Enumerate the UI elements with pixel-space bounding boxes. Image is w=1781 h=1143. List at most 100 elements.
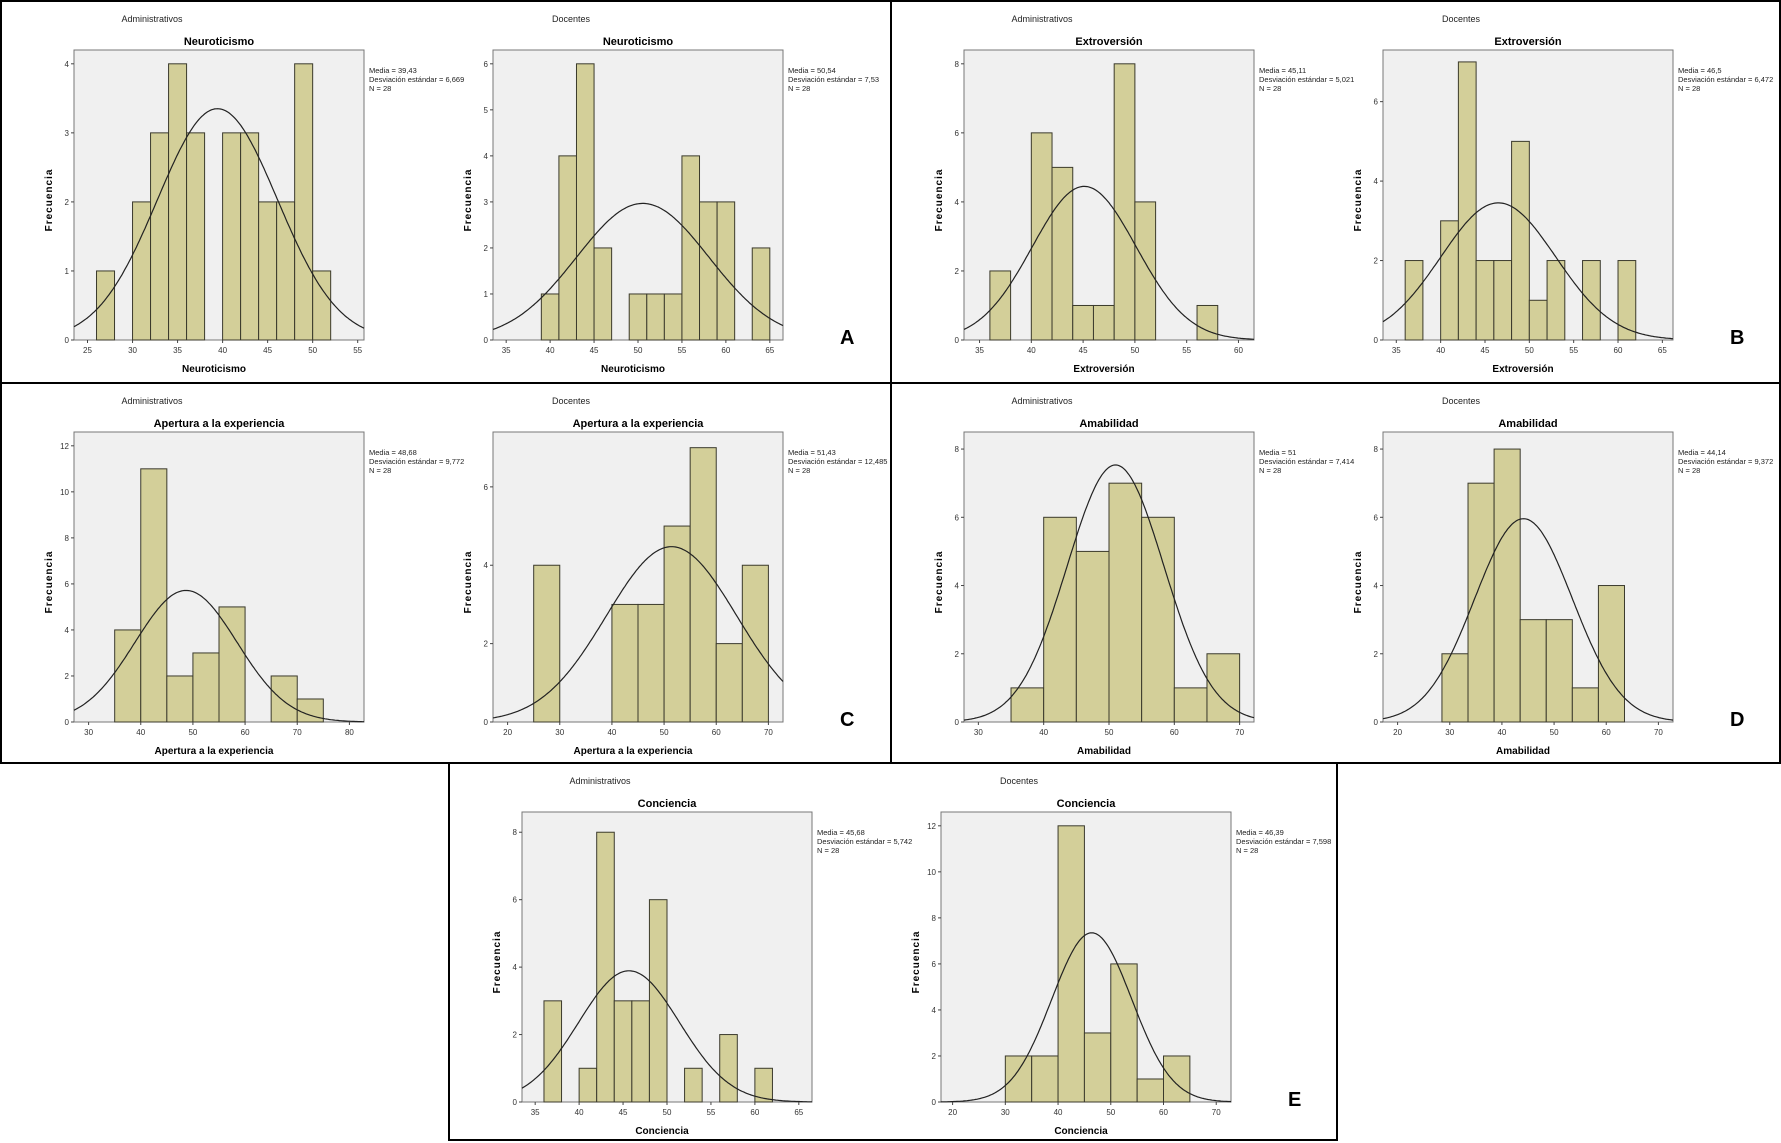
histogram-bar: [1051, 166, 1074, 341]
y-tick-label: 0: [65, 336, 70, 345]
x-tick-label: 50: [1105, 728, 1114, 737]
y-tick-label: 2: [955, 650, 960, 659]
histogram-bar: [596, 831, 615, 1103]
x-axis-label: Extroversión: [1492, 364, 1553, 375]
x-tick-label: 35: [1392, 346, 1401, 355]
panel-e: E Administrativos Conciencia 35 40 45 50 55 60 65…: [448, 762, 1338, 1141]
x-tick-label: 40: [1054, 1108, 1063, 1117]
x-tick-label: 45: [1481, 346, 1490, 355]
group-label: Administrativos: [121, 14, 183, 24]
histogram-bar: [1004, 1055, 1033, 1103]
histogram-bar: [1196, 304, 1219, 341]
chart-title: Neuroticismo: [184, 36, 255, 48]
x-axis-label: Conciencia: [635, 1126, 689, 1137]
stats-line: Media = 44,14: [1678, 448, 1726, 457]
histogram-bar: [1136, 1078, 1165, 1103]
stats-line: N = 28: [817, 846, 839, 855]
y-axis-label: Frecuencia: [44, 551, 55, 614]
x-tick-label: 70: [293, 728, 302, 737]
histogram-bar: [1206, 653, 1241, 723]
histogram-bar: [1057, 825, 1085, 1103]
group-label: Docentes: [552, 14, 591, 24]
histogram-bar: [1043, 516, 1077, 723]
histogram-bar: [719, 1034, 738, 1103]
y-tick-label: 8: [955, 445, 960, 454]
x-tick-label: 50: [1106, 1108, 1115, 1117]
y-axis-label: Frecuencia: [1353, 551, 1364, 614]
chart-title: Amabilidad: [1079, 418, 1138, 430]
y-tick-label: 4: [484, 152, 489, 161]
x-tick-label: 45: [590, 346, 599, 355]
y-tick-label: 2: [484, 244, 489, 253]
histogram-chart: Docentes Amabilidad 20 30 40 50 60 70 0 2 4 6 8 Amabi…: [1353, 396, 1773, 757]
x-tick-label: 80: [345, 728, 354, 737]
x-tick-label: 25: [83, 346, 92, 355]
x-tick-label: 50: [188, 728, 197, 737]
x-tick-label: 30: [974, 728, 983, 737]
histogram-bar: [628, 293, 648, 341]
histogram-bar: [1075, 550, 1110, 723]
y-tick-label: 8: [932, 914, 937, 923]
histogram-bar: [684, 1067, 703, 1103]
stats-line: Desviación estándar = 9,372: [1678, 457, 1773, 466]
y-tick-label: 8: [1374, 445, 1379, 454]
x-tick-label: 55: [1182, 346, 1191, 355]
stats-line: Media = 48,68: [369, 448, 417, 457]
histogram-bar: [1571, 687, 1599, 723]
histogram-bar: [312, 270, 332, 341]
histogram-bar: [1173, 687, 1208, 723]
histogram-bar: [1030, 132, 1053, 341]
panel-letter: A: [840, 327, 854, 349]
x-tick-label: 60: [1170, 728, 1179, 737]
x-tick-label: 45: [263, 346, 272, 355]
histogram-bar: [1545, 619, 1573, 723]
histogram-bar: [1108, 482, 1143, 723]
chart-title: Amabilidad: [1498, 418, 1557, 430]
chart-title: Conciencia: [1057, 798, 1117, 810]
x-tick-label: 65: [794, 1108, 803, 1117]
x-tick-label: 50: [1550, 728, 1559, 737]
y-tick-label: 6: [484, 60, 489, 69]
y-tick-label: 0: [932, 1098, 937, 1107]
stats-line: N = 28: [1259, 84, 1281, 93]
y-axis-label: Frecuencia: [463, 169, 474, 232]
group-label: Docentes: [1442, 396, 1481, 406]
y-tick-label: 2: [65, 198, 70, 207]
stats-line: Media = 46,5: [1678, 66, 1722, 75]
x-tick-label: 60: [1614, 346, 1623, 355]
stats-line: N = 28: [1259, 466, 1281, 475]
x-tick-label: 20: [948, 1108, 957, 1117]
histogram-bar: [715, 643, 743, 723]
x-tick-label: 30: [1001, 1108, 1010, 1117]
histogram-bar: [1441, 653, 1469, 723]
histogram-bar: [1457, 61, 1477, 341]
histogram-bar: [294, 63, 314, 341]
y-tick-label: 0: [1374, 718, 1379, 727]
stats-line: Media = 39,43: [369, 66, 417, 75]
histogram-bar: [1141, 516, 1175, 723]
histogram-bar: [96, 270, 116, 341]
histogram-bar: [1404, 260, 1424, 341]
x-axis-label: Conciencia: [1054, 1126, 1108, 1137]
y-axis-label: Frecuencia: [934, 551, 945, 614]
y-tick-label: 4: [955, 198, 960, 207]
chart-title: Apertura a la experiencia: [573, 418, 705, 430]
stats-line: Desviación estándar = 7,53: [788, 75, 879, 84]
x-tick-label: 45: [1079, 346, 1088, 355]
y-tick-label: 4: [1374, 177, 1379, 186]
stats-line: N = 28: [369, 84, 391, 93]
chart-title: Extroversión: [1075, 36, 1143, 48]
y-axis-label: Frecuencia: [492, 931, 503, 994]
y-tick-label: 12: [60, 442, 69, 451]
histogram-bar: [613, 1000, 633, 1103]
x-tick-label: 50: [660, 728, 669, 737]
y-tick-label: 2: [955, 267, 960, 276]
y-tick-label: 12: [927, 822, 936, 831]
x-tick-label: 60: [721, 346, 730, 355]
histogram-bar: [699, 201, 718, 341]
histogram-bar: [1083, 1032, 1112, 1103]
y-tick-label: 8: [65, 534, 70, 543]
